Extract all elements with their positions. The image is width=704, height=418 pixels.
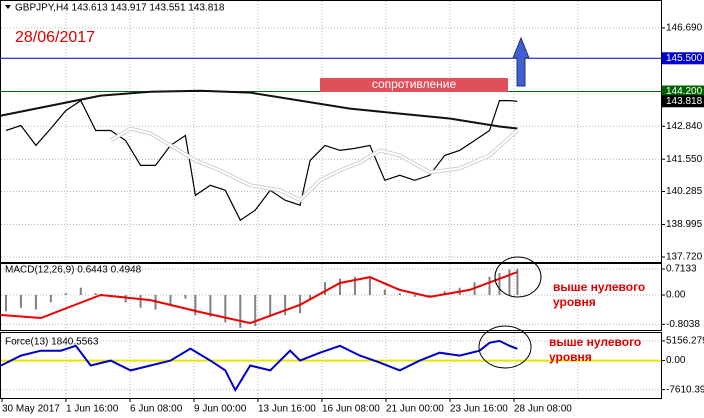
macd-bar <box>184 294 187 299</box>
resistance-label: сопротивление <box>372 77 457 91</box>
macd-bar <box>169 294 172 305</box>
macd-note: выше нулевого уровня <box>553 280 646 309</box>
macd-bar <box>516 268 519 295</box>
y-tick-label: 141.550 <box>666 154 703 165</box>
macd-bar <box>94 293 97 295</box>
level-box <box>662 52 704 65</box>
resistance-box <box>320 78 508 92</box>
macd-bar <box>194 294 197 316</box>
x-tick-label: 21 Jun 00:00 <box>386 404 444 415</box>
macd-bar <box>443 291 446 295</box>
y-tick-label: 0.00 <box>666 355 686 366</box>
macd-bar <box>398 293 401 295</box>
y-tick-label: 142.840 <box>666 121 703 132</box>
macd-bar <box>239 294 242 328</box>
macd-bar <box>353 276 356 295</box>
macd-bar <box>413 294 416 297</box>
macd-bar <box>383 289 386 295</box>
date-annotation: 28/06/2017 <box>15 29 95 46</box>
force-note: выше нулевого уровня <box>549 335 642 364</box>
macd-circle <box>494 256 542 298</box>
macd-bar <box>19 294 22 308</box>
y-tick-label: 146.690 <box>666 23 703 34</box>
macd-bar <box>64 293 67 295</box>
macd-note-box: выше нулевого уровня <box>553 280 646 309</box>
macd-bar <box>338 278 341 295</box>
macd-bar <box>254 294 257 326</box>
x-tick-label: 16 Jun 08:00 <box>322 404 380 415</box>
x-tick-label: 30 May 2017 <box>2 404 60 415</box>
x-tick-label: 9 Jun 00:00 <box>194 404 247 415</box>
level-label: 143.818 <box>666 96 703 107</box>
force-frame <box>0 332 662 399</box>
macd-bar <box>324 282 327 295</box>
level-label: 145.500 <box>666 53 703 64</box>
macd-bar <box>209 294 212 317</box>
force-title: Force(13) 1840.5563 <box>5 337 99 348</box>
series-line <box>0 89 518 130</box>
force-circle <box>478 325 532 369</box>
symbol-title: GBPJPY,H4 143.613 143.917 143.551 143.81… <box>15 3 225 14</box>
macd-bar <box>498 273 501 295</box>
up-arrow <box>512 36 530 87</box>
macd-bar <box>34 294 37 310</box>
y-tick-label: 0.00 <box>666 290 686 301</box>
macd-bar <box>508 269 511 295</box>
y-tick-label: 5156.2790 <box>666 336 704 347</box>
macd-bar <box>309 294 312 299</box>
macd-bar <box>49 294 52 303</box>
y-tick-label: 0.7133 <box>666 264 697 275</box>
y-tick-label: 137.720 <box>666 252 703 263</box>
signal-line <box>0 271 518 325</box>
macd-bar <box>284 294 287 316</box>
macd-bar <box>269 294 272 317</box>
macd-bar <box>79 287 82 295</box>
level-box <box>662 95 704 108</box>
macd-bar <box>488 276 491 295</box>
menu-arrow <box>5 5 11 9</box>
y-tick-label: -7610.3937 <box>666 384 704 395</box>
series-line <box>110 127 519 202</box>
plot-layer <box>0 1 665 402</box>
x-tick-label: 6 Jun 08:00 <box>130 404 183 415</box>
y-tick-label: -0.8038 <box>666 319 700 330</box>
x-tick-label: 23 Jun 16:00 <box>450 404 508 415</box>
macd-bar <box>124 294 127 303</box>
main-frame <box>0 0 662 263</box>
level-label: 144.200 <box>666 86 703 97</box>
macd-bar <box>139 294 142 308</box>
x-tick-label: 1 Jun 16:00 <box>66 404 119 415</box>
force-note-box: выше нулевого уровня <box>549 335 642 364</box>
y-tick-label: 138.995 <box>666 219 703 230</box>
macd-bar <box>4 294 7 312</box>
y-tick-label: 140.285 <box>666 186 703 197</box>
macd-title: MACD(12,26,9) 0.6443 0.4948 <box>5 265 142 276</box>
series-line <box>0 339 518 393</box>
x-tick-label: 28 Jun 08:00 <box>514 404 572 415</box>
macd-bar <box>368 276 371 295</box>
level-box <box>662 85 704 98</box>
x-tick-label: 13 Jun 16:00 <box>258 404 316 415</box>
macd-frame <box>0 263 662 331</box>
macd-bar <box>224 294 227 323</box>
